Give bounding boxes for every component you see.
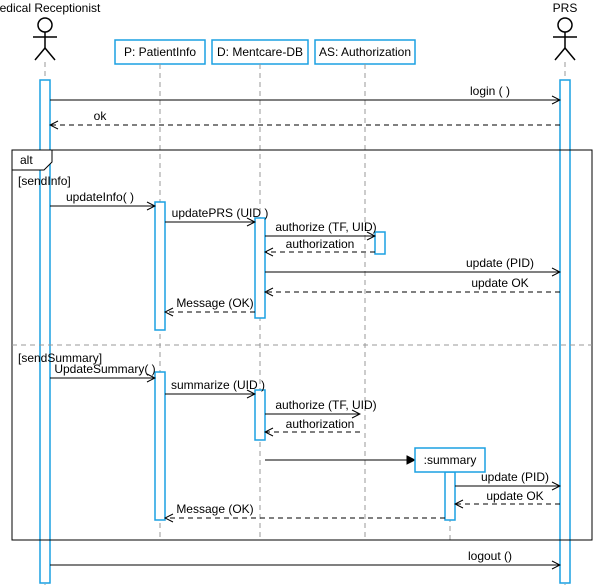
activation-patientinfo-1 <box>155 202 165 330</box>
activation-mentcaredb-2 <box>255 390 265 440</box>
msg-updateinfo-label: updateInfo( ) <box>66 190 134 204</box>
guard-sendinfo: [sendInfo] <box>18 174 71 188</box>
msg-updatepid2-label: update (PID) <box>481 470 549 484</box>
activation-summary <box>445 472 455 520</box>
msg-authorize1-label: authorize (TF, UID) <box>275 220 376 234</box>
object-mentcaredb: D: Mentcare-DB <box>212 40 308 64</box>
summary-object-label: :summary <box>424 453 477 467</box>
msg-messageok2-label: Message (OK) <box>176 502 253 516</box>
msg-updateok2-label: update OK <box>486 489 543 503</box>
msg-ok-label: ok <box>94 109 108 123</box>
sequence-diagram: Medical Receptionist PRS P: PatientInfo … <box>0 0 600 587</box>
msg-authorize2-label: authorize (TF, UID) <box>275 398 376 412</box>
mentcaredb-label: D: Mentcare-DB <box>217 45 303 59</box>
receptionist-label: Medical Receptionist <box>0 1 101 15</box>
msg-authz-return2-label: authorization <box>286 417 355 431</box>
activation-prs <box>560 80 570 583</box>
object-patientinfo: P: PatientInfo <box>115 40 205 64</box>
authorization-label: AS: Authorization <box>319 45 411 59</box>
msg-login-label: login ( ) <box>470 84 510 98</box>
alt-operator: alt <box>20 153 33 167</box>
msg-summarize-label: summarize (UID ) <box>171 378 265 392</box>
msg-logout-label: logout () <box>468 549 512 563</box>
activation-authz-1 <box>375 232 385 254</box>
patientinfo-label: P: PatientInfo <box>124 45 196 59</box>
msg-updateprs-label: updatePRS (UID ) <box>172 206 269 220</box>
msg-updatepid1-label: update (PID) <box>466 256 534 270</box>
prs-label: PRS <box>553 1 578 15</box>
activation-patientinfo-2 <box>155 372 165 520</box>
msg-authz-return1-label: authorization <box>286 237 355 251</box>
actor-receptionist: Medical Receptionist <box>0 1 101 60</box>
actor-prs: PRS <box>553 1 578 60</box>
msg-updatesummary-label: UpdateSummary( ) <box>54 362 155 376</box>
object-authorization: AS: Authorization <box>315 40 415 64</box>
msg-updateok1-label: update OK <box>471 276 528 290</box>
msg-messageok1-label: Message (OK) <box>176 296 253 310</box>
activation-mentcaredb-1 <box>255 218 265 318</box>
